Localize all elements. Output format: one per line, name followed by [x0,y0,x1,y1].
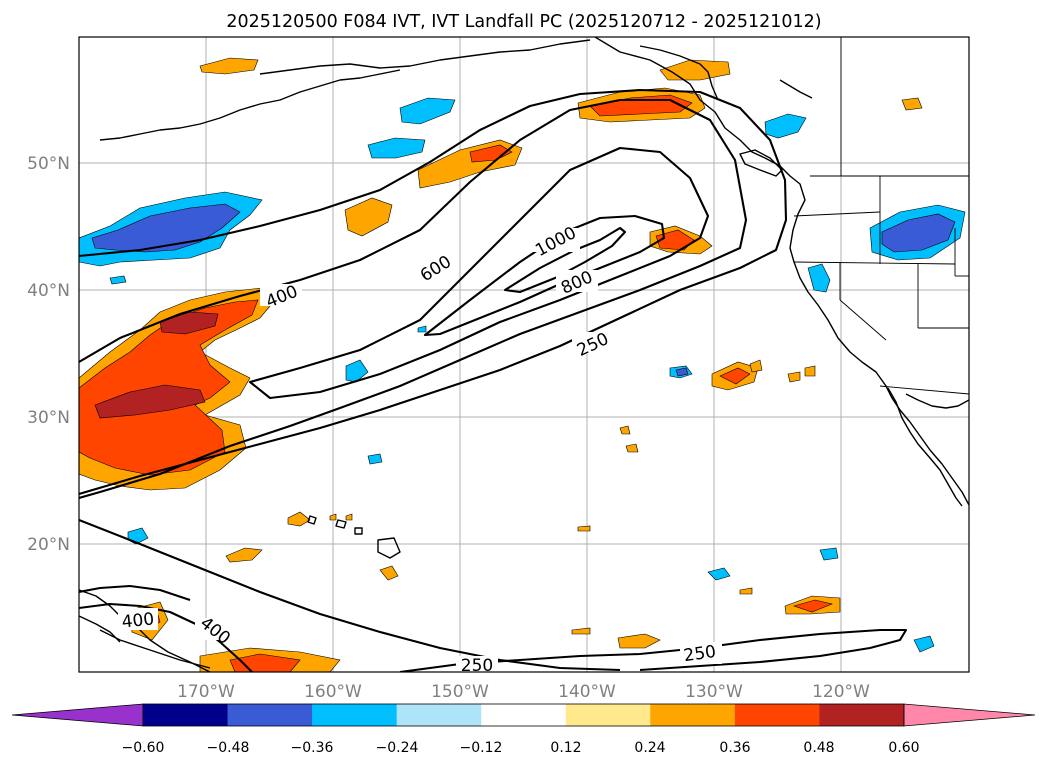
cb-tick-6: 0.24 [634,740,665,756]
ivt-contour-400 [79,98,748,500]
cb-tick-0: −0.60 [122,740,165,756]
lon-label-130w: 130°W [685,682,743,702]
pc-negative [79,97,966,653]
ivt-contour-400-sw [79,602,253,672]
ivt-contour-250-south [399,628,908,672]
contour-label-250-southeast: 250 [682,642,717,666]
ivt-contour-labels: 1000 800 600 400 400 400 250 250 250 [118,223,722,676]
colorbar-segment [734,704,820,726]
latitude-labels: 50°N 40°N 30°N 20°N [27,154,70,555]
contour-label-250-south: 250 [461,656,493,676]
lon-label-120w: 120°W [812,682,870,702]
colorbar-segment [565,704,651,726]
colorbar-segment [819,704,905,726]
colorbar-outline [142,703,905,727]
colorbar-segment [396,704,482,726]
colorbar-segment [312,704,398,726]
colorbar [11,703,1036,727]
longitude-labels: 170°W 160°W 150°W 140°W 130°W 120°W [177,682,870,702]
lat-label-30n: 30°N [27,408,70,428]
cb-tick-5: 0.12 [550,740,581,756]
coastlines [79,37,969,672]
colorbar-extend-low [11,703,144,727]
ivt-contour-1000 [503,226,627,294]
lat-label-50n: 50°N [27,154,70,174]
colorbar-segment [143,704,229,726]
lon-label-140w: 140°W [558,682,616,702]
ivt-contour-250-sw [79,584,191,601]
colorbar-segment [481,704,567,726]
lon-label-170w: 170°W [177,682,235,702]
cb-tick-3: −0.24 [376,740,419,756]
ivt-contour-250 [79,88,788,496]
pc-positive-alaska [659,59,731,81]
ivt-contour-600 [248,146,710,400]
map-frame [78,36,970,673]
lon-label-150w: 150°W [431,682,489,702]
pc-positive-west-ar [79,287,276,491]
cb-tick-7: 0.36 [719,740,750,756]
cb-tick-8: 0.48 [803,740,834,756]
ivt-contour-400-south [79,519,621,672]
state-borders [793,37,969,395]
lat-label-20n: 20°N [27,535,70,555]
cb-tick-4: −0.12 [460,740,503,756]
pc-positive-mid-core [469,144,513,163]
cb-tick-2: −0.36 [291,740,334,756]
colorbar-extend-high [903,703,1036,727]
pc-positive-mid2 [344,197,393,237]
colorbar-segment [650,704,736,726]
cb-tick-1: −0.48 [207,740,250,756]
pc-shading [79,57,966,672]
figure-title: 2025120500 F084 IVT, IVT Landfall PC (20… [226,12,821,32]
lon-label-160w: 160°W [304,682,362,702]
colorbar-tick-labels: −0.60 −0.48 −0.36 −0.24 −0.12 0.12 0.24 … [122,740,920,756]
cb-tick-9: 0.60 [888,740,919,756]
contour-label-400-sw2: 400 [121,609,155,632]
lat-label-40n: 40°N [27,281,70,301]
map-gridlines [79,37,969,672]
colorbar-segment [227,704,313,726]
